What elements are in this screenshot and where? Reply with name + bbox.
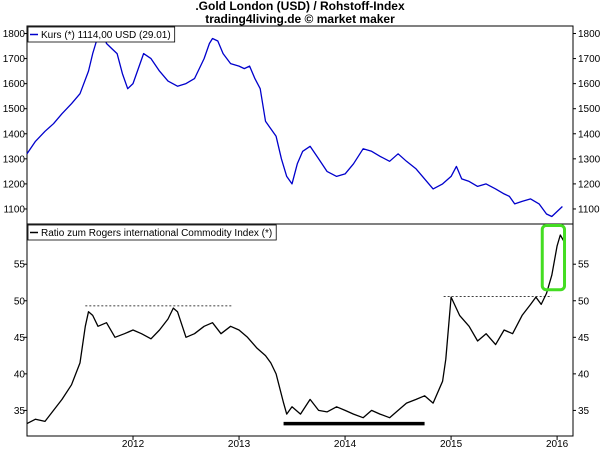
price-ytick-label-right: 1300 <box>578 154 600 165</box>
ratio-ytick-label-right: 35 <box>578 406 590 417</box>
ratio-xtick-label: 2014 <box>334 439 357 450</box>
chart-subtitle: trading4living.de © market maker <box>205 12 395 26</box>
price-ytick-label-right: 1100 <box>578 204 600 215</box>
price-legend-label: Kurs (*) 1114,00 USD (29.01) <box>41 30 171 41</box>
chart-title-block: .Gold London (USD) / Rohstoff-Index trad… <box>0 0 600 26</box>
ratio-ytick-label-left: 40 <box>14 369 26 380</box>
price-legend-box <box>27 26 176 43</box>
ratio-xtick-label: 2012 <box>122 439 145 450</box>
price-ytick-label-left: 1100 <box>3 204 25 215</box>
ratio-ytick-label-right: 45 <box>578 333 590 344</box>
price-series-line <box>26 32 563 218</box>
ratio-ytick-label-left: 55 <box>14 260 26 271</box>
ratio-series-line <box>26 234 566 425</box>
ratio-panel: 35 35 40 40 45 45 50 50 55 55 Ratio zum Rogers int… <box>14 223 590 450</box>
price-ytick-label-left: 1300 <box>3 154 26 165</box>
price-panel: 1100 1100 1200 1200 1300 1300 1400 1400 1500 1500… <box>3 25 600 225</box>
ratio-ytick-label-right: 55 <box>578 260 590 271</box>
ratio-legend-box <box>27 224 277 241</box>
price-ytick-label-left: 1400 <box>3 129 26 140</box>
price-ytick-label-right: 1400 <box>578 129 600 140</box>
ratio-ytick-label-right: 50 <box>578 296 590 307</box>
ratio-ytick-label-right: 40 <box>578 369 590 380</box>
ratio-highlight-box <box>540 223 567 292</box>
price-ytick-label-right: 1700 <box>578 54 600 65</box>
price-ytick-label-right: 1200 <box>578 179 600 190</box>
ratio-ytick-label-left: 35 <box>14 406 26 417</box>
price-ytick-label-left: 1200 <box>3 179 26 190</box>
ratio-xtick-label: 2015 <box>440 439 463 450</box>
price-ytick-label-left: 1500 <box>3 104 26 115</box>
ratio-plot-frame <box>26 223 574 437</box>
ratio-xtick-label: 2013 <box>228 439 251 450</box>
ratio-ytick-label-left: 50 <box>14 296 26 307</box>
price-ytick-label-right: 1800 <box>578 29 600 40</box>
ratio-xtick-label: 2016 <box>546 439 569 450</box>
price-plot-frame <box>26 25 574 225</box>
price-ytick-label-left: 1600 <box>3 79 26 90</box>
ratio-legend-label: Ratio zum Rogers international Commodity… <box>41 228 272 239</box>
chart-title: .Gold London (USD) / Rohstoff-Index <box>195 0 405 13</box>
price-ytick-label-left: 1700 <box>3 54 26 65</box>
price-ytick-label-left: 1800 <box>3 29 26 40</box>
price-ytick-label-right: 1500 <box>578 104 600 115</box>
ratio-ytick-label-left: 45 <box>14 333 26 344</box>
price-ytick-label-right: 1600 <box>578 79 600 90</box>
